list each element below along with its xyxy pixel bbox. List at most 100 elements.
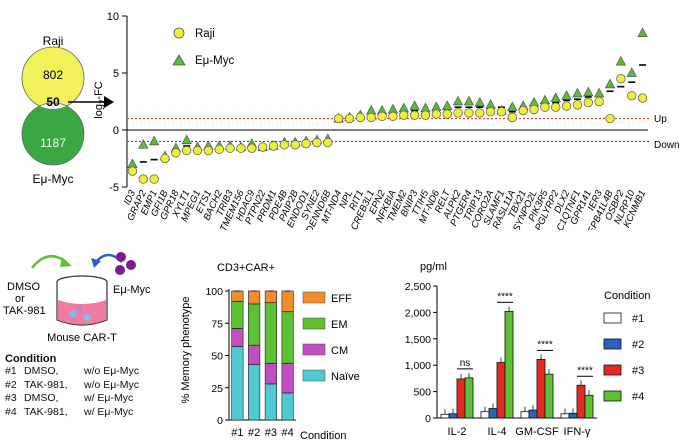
experiment-schematic: Eμ-Myc DMSO or TAK-981 Mouse CAR-T	[3, 252, 151, 344]
legend-emyc-label: Eμ-Myc	[195, 55, 234, 67]
tak981-label: TAK-981	[3, 305, 46, 317]
cyto-bar	[544, 373, 554, 419]
well-medium	[58, 300, 106, 325]
raji-point	[355, 112, 366, 123]
raji-point	[149, 174, 159, 184]
cyto-legend-label: #3	[632, 365, 644, 377]
y-tick-label: 2,000	[405, 307, 431, 319]
condition-row: #4 TAK-981, w/ Eμ-Myc	[5, 405, 134, 418]
cyto-legend-label: #4	[632, 391, 644, 403]
raji-point	[334, 113, 344, 124]
x-tick-label: #1	[231, 427, 243, 439]
emyc-point	[572, 87, 583, 98]
y-tick-label: 1,500	[405, 334, 431, 346]
cyto-bar	[448, 413, 458, 419]
raji-point	[464, 108, 474, 118]
y-tick-label: 10	[107, 11, 119, 23]
raji-point	[182, 145, 192, 156]
stack-segment	[248, 303, 261, 346]
y-tick-label: 75	[211, 318, 223, 330]
significance-label: ****	[577, 365, 593, 376]
raji-point	[247, 143, 257, 153]
cyto-bar	[464, 377, 474, 419]
legend-emyc-marker	[172, 54, 186, 66]
raji-point	[203, 145, 214, 156]
raji-point	[388, 111, 398, 121]
stack-segment	[231, 346, 244, 421]
emyc-point	[409, 100, 420, 110]
x-tick-label: GM-CSF	[515, 426, 559, 438]
venn-left-count: 802	[43, 68, 63, 82]
cyto-bar	[536, 358, 546, 419]
raji-point	[192, 145, 203, 156]
raji-point	[399, 110, 409, 120]
condition-row: #3 DMSO, w/ Eμ-Myc	[5, 392, 134, 404]
emyc-cell	[116, 252, 126, 262]
up-threshold-label: Up	[654, 114, 667, 125]
cyto-bar	[440, 413, 450, 419]
raji-point	[594, 96, 604, 107]
cyto-legend-label: #2	[632, 339, 644, 351]
cyto-legend-swatch	[603, 338, 622, 350]
raji-point	[290, 140, 300, 150]
x-tick-label: IL-4	[488, 426, 507, 438]
memory-phenotype-chart: CD3+CAR+ % Memory phenotype Condition 0 2…	[180, 262, 360, 442]
stack-legend-swatch	[302, 369, 326, 382]
raji-point	[420, 110, 431, 120]
emyc-cell	[126, 260, 136, 270]
cyto-bar	[520, 411, 530, 419]
emyc-point	[637, 27, 648, 37]
car-t-cell	[77, 306, 83, 312]
emyc-point	[507, 101, 518, 112]
raji-point	[160, 153, 170, 164]
cyto-legend-title: Condition	[604, 290, 650, 302]
x-tick-label: #2	[248, 427, 260, 439]
legend-raji-marker	[173, 27, 185, 39]
car-t-cell	[83, 313, 91, 321]
raji-point	[496, 107, 507, 117]
emyc-point	[181, 134, 192, 145]
raji-point	[637, 93, 648, 103]
cyto-legend-swatch	[603, 390, 622, 402]
cyto-bar	[488, 408, 498, 419]
cyto-unit-label: pg/ml	[420, 261, 447, 273]
raji-point	[627, 91, 637, 101]
stack-segment	[248, 364, 261, 421]
cyto-bar	[584, 394, 594, 419]
scatter-y-axis-title: log2-FC	[93, 81, 107, 119]
raji-point	[236, 143, 246, 153]
raji-point	[475, 108, 485, 118]
raji-point	[605, 113, 615, 124]
emyc-schematic-label: Eμ-Myc	[113, 284, 151, 296]
emyc-point	[561, 90, 572, 100]
venn-right-count: 1187	[40, 136, 66, 150]
venn-left-label: Raji	[43, 34, 64, 48]
emyc-point	[463, 95, 475, 106]
raji-point	[377, 111, 387, 121]
raji-point	[366, 112, 376, 123]
emyc-point	[442, 100, 453, 110]
cyto-bar	[560, 413, 570, 419]
raji-point	[127, 166, 138, 176]
raji-point	[572, 100, 583, 110]
stack-segment	[231, 301, 244, 329]
emyc-point	[615, 55, 627, 66]
down-threshold-label: Down	[654, 140, 680, 151]
cyto-legend-swatch	[603, 312, 622, 324]
raji-point	[507, 112, 517, 123]
raji-point	[301, 139, 311, 149]
cyto-bar	[528, 409, 538, 419]
stack-legend-label: EFF	[331, 293, 352, 305]
x-tick-label: IL-2	[448, 426, 467, 438]
stack-chart-title: CD3+CAR+	[217, 262, 275, 274]
condition-key-title: Condition	[5, 353, 57, 365]
x-tick-label: IFN-γ	[564, 426, 591, 438]
stack-legend-swatch	[302, 343, 326, 356]
stack-segment	[264, 290, 277, 303]
cyto-legend-swatch	[603, 364, 622, 376]
y-tick-label: 5	[113, 68, 119, 80]
cyto-legend-label: #1	[632, 313, 644, 325]
stack-segment	[281, 311, 294, 364]
raji-point	[551, 102, 561, 112]
emyc-point	[550, 92, 561, 102]
